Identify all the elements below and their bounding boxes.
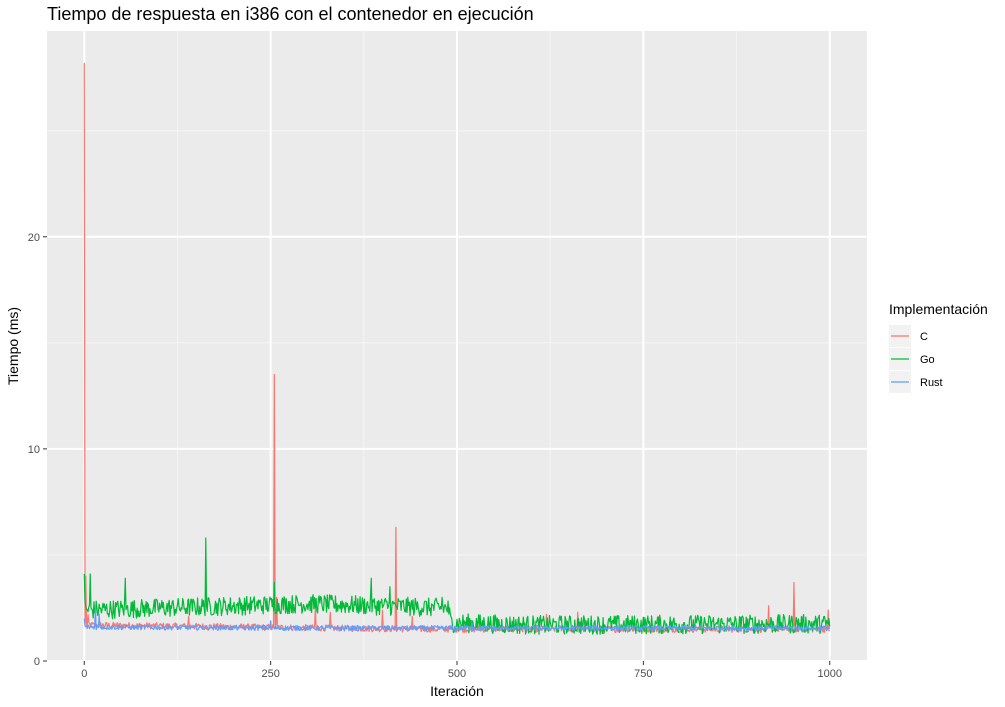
x-axis-title: Iteración — [430, 683, 484, 699]
series-line-c — [83, 62, 831, 633]
x-tick-label: 750 — [634, 668, 652, 680]
y-tick-label: 10 — [28, 444, 40, 456]
y-axis-title: Tiempo (ms) — [5, 307, 21, 385]
legend-label-rust: Rust — [920, 377, 943, 389]
series-line-rust — [83, 607, 831, 632]
chart-title: Tiempo de respuesta en i386 con el conte… — [47, 4, 534, 24]
y-tick-label: 20 — [28, 232, 40, 244]
x-tick-label: 500 — [448, 668, 466, 680]
legend: Implementación C Go Rust — [889, 301, 988, 393]
legend-label-c: C — [920, 331, 928, 343]
y-tick-label: 0 — [34, 656, 40, 668]
series-line-go — [83, 537, 831, 635]
axis-ticks — [43, 236, 831, 665]
x-tick-label: 0 — [81, 668, 87, 680]
legend-title: Implementación — [889, 301, 988, 317]
x-tick-label: 1000 — [817, 668, 841, 680]
series-lines — [83, 62, 831, 635]
legend-label-go: Go — [920, 354, 935, 366]
tick-labels: 0 250 500 750 1000 0 10 20 — [28, 232, 842, 680]
x-tick-label: 250 — [261, 668, 279, 680]
